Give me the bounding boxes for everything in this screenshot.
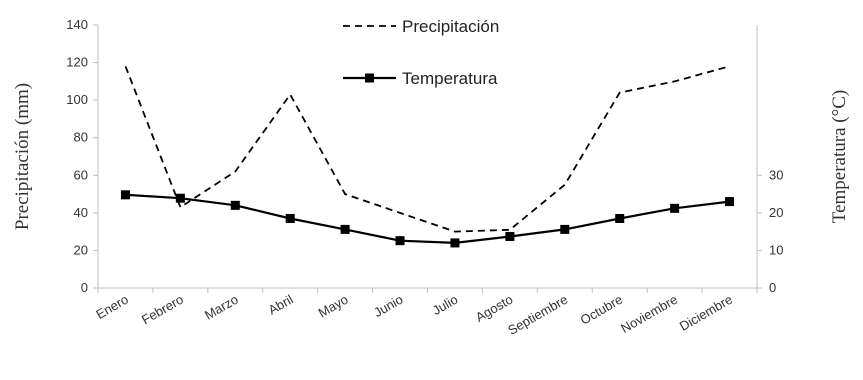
y-tick-label: 80 (74, 130, 88, 145)
y2-tick-label: 20 (769, 205, 783, 220)
x-tick-label: Mayo (316, 292, 351, 321)
legend: Precipitación Temperatura (343, 17, 499, 88)
legend-label: Precipitación (402, 17, 499, 36)
x-tick-label: Enero (93, 292, 131, 322)
data-point-marker (285, 213, 295, 223)
y-tick-label: 120 (66, 55, 88, 70)
x-tick-label: Septiembre (505, 292, 570, 338)
x-tick-label: Junio (371, 292, 405, 321)
y2-axis-title: Temperatura (°C) (829, 90, 850, 223)
legend-marker (365, 73, 374, 83)
y2-tick-label: 0 (769, 280, 776, 295)
data-point-marker (505, 232, 515, 242)
x-tick-label: Febrero (139, 292, 186, 328)
x-tick-label: Abril (266, 292, 296, 318)
x-tick-label: Diciembre (677, 292, 735, 334)
y-axis-title: Precipitación (mm) (12, 83, 33, 230)
y-tick-label: 100 (66, 92, 88, 107)
y-tick-label: 40 (74, 205, 88, 220)
data-point-marker (175, 193, 185, 203)
data-point-marker (560, 224, 570, 234)
data-point-marker (615, 213, 625, 223)
x-tick-label: Julio (430, 292, 461, 318)
right-axis-ticks: 0 10 20 30 (757, 167, 783, 295)
axes (97, 25, 758, 289)
x-tick-label: Marzo (202, 292, 241, 323)
series-lines (120, 65, 735, 248)
legend-label: Temperatura (402, 69, 498, 88)
y-tick-label: 20 (74, 242, 88, 257)
series-line-temperatura (125, 193, 730, 245)
x-tick-label: Agosto (473, 292, 516, 325)
y-tick-label: 140 (66, 17, 88, 32)
y2-tick-label: 30 (769, 167, 783, 182)
data-point-marker (395, 236, 405, 246)
series-line-precipitación (124, 65, 730, 233)
left-axis-ticks: 0 20 40 60 80 100 120 140 (66, 17, 98, 295)
y2-tick-label: 10 (769, 242, 783, 257)
data-point-marker (340, 224, 350, 234)
data-point-marker (725, 197, 735, 207)
data-point-marker (230, 200, 240, 210)
data-point-marker (120, 190, 130, 200)
x-tick-label: Noviembre (618, 292, 680, 336)
data-point-marker (450, 238, 460, 248)
x-axis-ticks: Enero Febrero Marzo Abril Mayo Junio Julio Agos… (93, 288, 758, 338)
data-point-marker (670, 203, 680, 213)
y-tick-label: 60 (74, 167, 88, 182)
y-tick-label: 0 (81, 280, 88, 295)
